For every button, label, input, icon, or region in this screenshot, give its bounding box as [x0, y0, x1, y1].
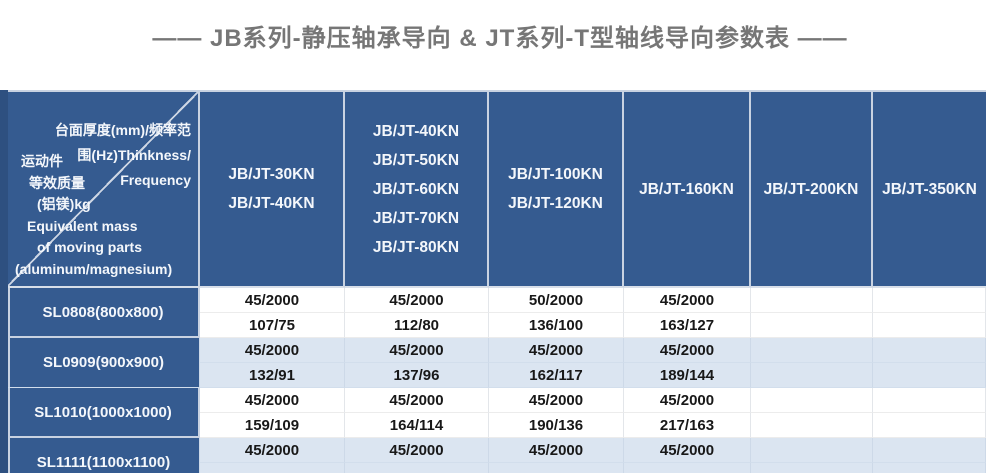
- value-cell: [751, 288, 873, 313]
- parameters-table: 台面厚度(mm)/频率范 围(Hz)Thinkness/ Frequency 运…: [0, 90, 986, 473]
- value-cell: 162/117: [489, 363, 624, 388]
- value-cell: 45/2000: [624, 388, 751, 413]
- corner-line: 运动件: [21, 153, 63, 169]
- value-cell: 217/163: [624, 413, 751, 438]
- value-cell: [873, 313, 986, 338]
- row-label: SL0808(800x800): [8, 288, 200, 338]
- value-cell: [873, 463, 986, 473]
- column-header-350kn: JB/JT-350KN: [873, 90, 986, 288]
- table-row: 159/109 164/114 190/136 217/163: [8, 413, 986, 438]
- corner-line: 台面厚度(mm)/频率范: [54, 122, 191, 138]
- value-cell: 45/2000: [489, 338, 624, 363]
- value-cell: 132/91: [200, 363, 345, 388]
- column-header-200kn: JB/JT-200KN: [751, 90, 873, 288]
- value-cell: [489, 463, 624, 473]
- value-cell: 45/2000: [345, 388, 489, 413]
- value-cell: 45/2000: [200, 338, 345, 363]
- value-cell: 112/80: [345, 313, 489, 338]
- value-cell: [873, 388, 986, 413]
- corner-top-right-label: 台面厚度(mm)/频率范 围(Hz)Thinkness/ Frequency: [55, 118, 191, 193]
- value-cell: 50/2000: [489, 288, 624, 313]
- table-row: SL1010(1000x1000) 45/2000 45/2000 45/200…: [8, 388, 986, 438]
- table-row: 132/91 137/96 162/117 189/144: [8, 363, 986, 388]
- value-cell: 164/114: [345, 413, 489, 438]
- table-row: [8, 463, 986, 473]
- value-cell: 137/96: [345, 363, 489, 388]
- value-cell: [873, 288, 986, 313]
- corner-line: 等效质量: [29, 174, 85, 191]
- table-row: SL1111(1100x1100) 45/2000 45/2000 45/200…: [8, 438, 986, 473]
- value-cell: [751, 413, 873, 438]
- value-cell: 190/136: [489, 413, 624, 438]
- corner-line: (aluminum/magnesium): [15, 260, 173, 277]
- value-cell: 45/2000: [200, 288, 345, 313]
- table-row: SL0909(900x900) 45/2000 45/2000 45/2000 …: [8, 338, 986, 388]
- column-header-100-120kn: JB/JT-100KN JB/JT-120KN: [489, 90, 624, 288]
- column-header-160kn: JB/JT-160KN: [624, 90, 751, 288]
- value-cell: [873, 338, 986, 363]
- corner-bottom-left-label: 运动件 等效质量 (铝镁)kg Equivalent mass of movin…: [15, 151, 172, 280]
- corner-line: of moving parts: [37, 239, 143, 255]
- value-cell: 45/2000: [200, 438, 345, 463]
- value-cell: 163/127: [624, 313, 751, 338]
- corner-header-cell: 台面厚度(mm)/频率范 围(Hz)Thinkness/ Frequency 运…: [8, 90, 200, 288]
- value-cell: 45/2000: [624, 338, 751, 363]
- value-cell: 45/2000: [624, 288, 751, 313]
- value-cell: [873, 363, 986, 388]
- corner-line: Frequency: [120, 172, 191, 188]
- value-cell: [873, 413, 986, 438]
- row-label: SL1111(1100x1100): [8, 438, 200, 473]
- corner-line: (铝镁)kg: [37, 196, 91, 212]
- value-cell: 159/109: [200, 413, 345, 438]
- row-label: SL0909(900x900): [8, 338, 200, 388]
- value-cell: 136/100: [489, 313, 624, 338]
- page-title: —— JB系列-静压轴承导向 & JT系列-T型轴线导向参数表 ——: [152, 25, 848, 52]
- value-cell: [751, 338, 873, 363]
- value-cell: 45/2000: [345, 438, 489, 463]
- header-row: 台面厚度(mm)/频率范 围(Hz)Thinkness/ Frequency 运…: [8, 90, 986, 288]
- value-cell: [751, 463, 873, 473]
- value-cell: [751, 438, 873, 463]
- value-cell: [751, 388, 873, 413]
- column-header-30-40kn: JB/JT-30KN JB/JT-40KN: [200, 90, 345, 288]
- value-cell: [751, 313, 873, 338]
- value-cell: 189/144: [624, 363, 751, 388]
- value-cell: [345, 463, 489, 473]
- value-cell: 45/2000: [624, 438, 751, 463]
- value-cell: [200, 463, 345, 473]
- value-cell: 45/2000: [345, 288, 489, 313]
- column-header-40-80kn: JB/JT-40KN JB/JT-50KN JB/JT-60KN JB/JT-7…: [345, 90, 489, 288]
- value-cell: 107/75: [200, 313, 345, 338]
- value-cell: 45/2000: [345, 338, 489, 363]
- table-row: SL0808(800x800) 45/2000 45/2000 50/2000 …: [8, 288, 986, 338]
- corner-line: Equivalent mass: [27, 217, 138, 234]
- value-cell: [624, 463, 751, 473]
- table-row: 107/75 112/80 136/100 163/127: [8, 313, 986, 338]
- corner-line: 围(Hz)Thinkness/: [77, 147, 191, 163]
- value-cell: 45/2000: [489, 388, 624, 413]
- value-cell: [873, 438, 986, 463]
- value-cell: [751, 363, 873, 388]
- row-label: SL1010(1000x1000): [8, 388, 200, 438]
- value-cell: 45/2000: [489, 438, 624, 463]
- value-cell: 45/2000: [200, 388, 345, 413]
